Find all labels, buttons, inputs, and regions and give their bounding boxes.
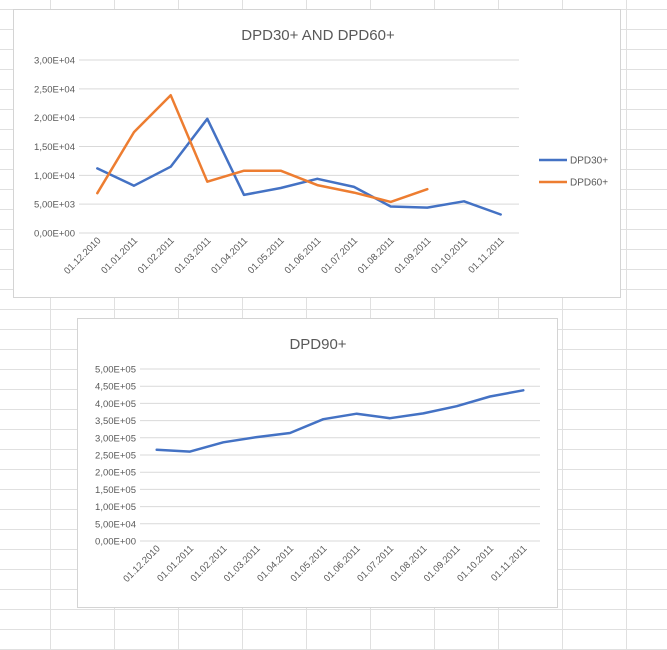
chart1-dpd30-point	[499, 213, 501, 215]
chart2-y-tick-label: 0,00E+00	[95, 537, 136, 548]
chart1-dpd30-point	[279, 187, 281, 189]
chart2-y-tick-label: 3,00E+05	[95, 433, 136, 444]
chart1-dpd60-point	[206, 180, 208, 182]
chart2-series-point	[322, 418, 324, 420]
chart1-dpd30-point	[96, 167, 98, 169]
chart2-series-point	[422, 412, 424, 414]
chart2-y-tick-label: 5,00E+04	[95, 519, 136, 530]
chart2-series-point	[255, 436, 257, 438]
chart1-x-tick-label: 01.07.2011	[319, 235, 360, 276]
legend-dpd60--label: DPD60+	[570, 178, 608, 189]
chart1-dpd30-point	[243, 194, 245, 196]
chart2-series-point	[222, 441, 224, 443]
chart1-y-tick-label: 1,00E+04	[34, 171, 75, 182]
chart1-dpd60-point	[96, 192, 98, 194]
chart2-y-tick-label: 2,00E+05	[95, 468, 136, 479]
chart1-x-tick-label: 01.04.2011	[209, 235, 250, 276]
chart1-y-tick-label: 1,50E+04	[34, 142, 75, 153]
chart1-x-tick-label: 01.09.2011	[393, 235, 434, 276]
chart1-dpd60-point	[353, 191, 355, 193]
chart1-x-tick-label: 01.01.2011	[99, 235, 140, 276]
chart1-y-tick-label: 2,00E+04	[34, 113, 75, 124]
chart1-dpd60-point	[426, 188, 428, 190]
chart1-y-tick-label: 0,00E+00	[34, 229, 75, 240]
chart1-y-tick-label: 2,50E+04	[34, 84, 75, 95]
legend-dpd30--label: DPD30+	[570, 156, 608, 167]
chart2-x-tick-label: 01.11.2011	[489, 543, 529, 583]
chart2-y-tick-label: 1,00E+05	[95, 502, 136, 513]
chart1-x-tick-label: 01.10.2011	[429, 235, 470, 276]
chart1-dpd30-point	[316, 178, 318, 180]
chart1-x-tick-label: 01.02.2011	[136, 235, 177, 276]
chart2-series-point	[355, 413, 357, 415]
chart1-y-tick-label: 3,00E+04	[34, 56, 75, 67]
chart1-dpd30-point	[463, 200, 465, 202]
chart1-dpd60-point	[243, 170, 245, 172]
chart2-y-tick-label: 2,50E+05	[95, 451, 136, 462]
chart2-series-point	[289, 432, 291, 434]
chart2-series-point	[189, 450, 191, 452]
chart1-x-tick-label: 01.08.2011	[356, 235, 397, 276]
chart1-dpd30-point	[389, 205, 391, 207]
chart1-dpd30-line	[96, 117, 502, 216]
chart1-dpd60-line	[96, 93, 429, 204]
chart1-dpd60-point	[316, 184, 318, 186]
chart1-title: DPD30+ AND DPD60+	[241, 27, 395, 44]
chart1-dpd30-point	[133, 185, 135, 187]
chart2-series-line	[155, 389, 525, 453]
chart1-dpd30-point	[426, 206, 428, 208]
chart2-y-tick-label: 1,50E+05	[95, 485, 136, 496]
chart2-series-point	[155, 449, 157, 451]
chart2-series-point	[389, 417, 391, 419]
chart2-y-tick-label: 5,00E+05	[95, 365, 136, 376]
chart2-y-tick-label: 4,50E+05	[95, 382, 136, 393]
chart2-series-point	[455, 405, 457, 407]
chart-dpd30-dpd60[interactable]: DPD30+ AND DPD60+ 0,00E+00 5,00E+03 1,00E+0…	[13, 9, 621, 298]
chart1-x-tick-label: 01.05.2011	[246, 235, 287, 276]
chart2-y-tick-label: 4,00E+05	[95, 399, 136, 410]
chart-dpd90[interactable]: DPD90+ 0,00E+00 5,00E+04 1,00E+05 1,50E+05 2,…	[77, 318, 558, 608]
chart1-dpd30-point	[206, 118, 208, 120]
chart-dpd30-dpd60-svg: DPD30+ AND DPD60+ 0,00E+00 5,00E+03 1,00E+0…	[34, 27, 608, 277]
chart1-dpd60-point	[169, 94, 171, 96]
chart1-dpd60-point	[279, 170, 281, 172]
chart-dpd90-svg: DPD90+ 0,00E+00 5,00E+04 1,00E+05 1,50E+05 2,…	[95, 336, 540, 585]
chart1-x-tick-label: 01.03.2011	[173, 235, 214, 276]
chart1-y-tick-label: 5,00E+03	[34, 200, 75, 211]
chart1-dpd30-point	[353, 186, 355, 188]
chart2-y-tick-label: 3,50E+05	[95, 416, 136, 427]
chart1-dpd60-point	[389, 201, 391, 203]
chart2-series-point	[522, 389, 524, 391]
chart1-x-tick-label: 01.06.2011	[283, 235, 324, 276]
chart1-dpd30-point	[169, 165, 171, 167]
chart1-x-tick-label: 01.12.2010	[62, 235, 103, 276]
chart2-title: DPD90+	[289, 336, 346, 353]
chart2-series-point	[489, 395, 491, 397]
chart1-x-tick-label: 01.11.2011	[466, 235, 506, 275]
chart1-dpd60-point	[133, 131, 135, 133]
